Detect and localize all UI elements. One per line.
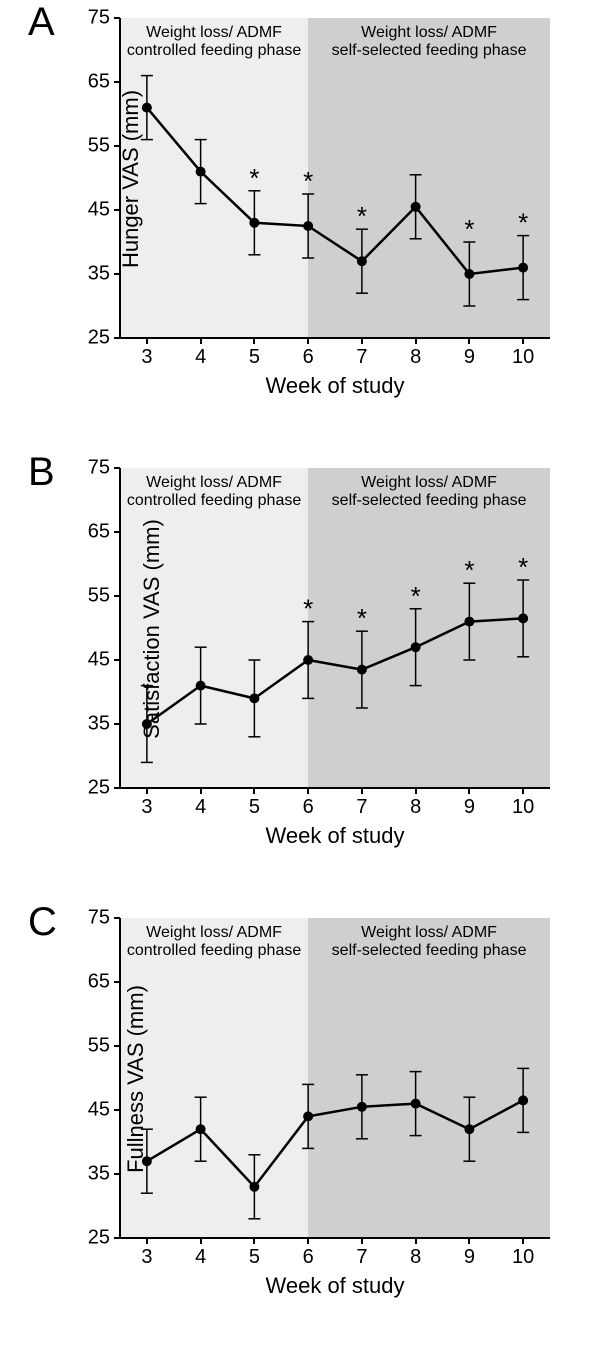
- ytick-label: 35: [70, 263, 120, 286]
- xtick-label: 6: [303, 788, 314, 819]
- ytick-label: 35: [70, 1163, 120, 1186]
- xtick-label: 5: [249, 788, 260, 819]
- data-series: * * * * *: [120, 18, 550, 338]
- significance-asterisk: *: [357, 201, 367, 231]
- xtick-label: 6: [303, 1238, 314, 1269]
- data-marker: [249, 1182, 259, 1192]
- data-marker: [303, 655, 313, 665]
- series-line: [147, 1100, 523, 1186]
- ytick-label: 55: [70, 585, 120, 608]
- data-series: [120, 918, 550, 1238]
- significance-asterisk: *: [303, 594, 313, 624]
- xtick-label: 5: [249, 338, 260, 369]
- data-series: * * * * *: [120, 468, 550, 788]
- data-marker: [196, 1124, 206, 1134]
- data-marker: [357, 1102, 367, 1112]
- plot-area: Weight loss/ ADMFcontrolled feeding phas…: [120, 468, 550, 788]
- panel-letter: A: [28, 0, 55, 45]
- data-marker: [142, 1156, 152, 1166]
- xtick-label: 9: [464, 338, 475, 369]
- ytick-label: 25: [70, 327, 120, 350]
- ytick-label: 75: [70, 907, 120, 930]
- data-marker: [411, 202, 421, 212]
- xtick-label: 8: [410, 338, 421, 369]
- data-marker: [303, 1111, 313, 1121]
- significance-asterisk: *: [518, 552, 528, 582]
- data-marker: [411, 1099, 421, 1109]
- ytick-label: 55: [70, 135, 120, 158]
- data-marker: [518, 613, 528, 623]
- data-marker: [196, 167, 206, 177]
- ytick-label: 75: [70, 7, 120, 30]
- series-line: [147, 108, 523, 274]
- xtick-label: 8: [410, 788, 421, 819]
- data-marker: [196, 681, 206, 691]
- significance-asterisk: *: [464, 555, 474, 585]
- xtick-label: 9: [464, 1238, 475, 1269]
- data-marker: [142, 719, 152, 729]
- significance-asterisk: *: [357, 603, 367, 633]
- xtick-label: 7: [356, 788, 367, 819]
- ytick-label: 45: [70, 199, 120, 222]
- xtick-label: 4: [195, 788, 206, 819]
- xtick-label: 6: [303, 338, 314, 369]
- xtick-label: 10: [512, 338, 534, 369]
- ytick-label: 45: [70, 649, 120, 672]
- significance-asterisk: *: [518, 208, 528, 238]
- xtick-label: 7: [356, 1238, 367, 1269]
- ytick-label: 65: [70, 521, 120, 544]
- plot-area: Weight loss/ ADMFcontrolled feeding phas…: [120, 918, 550, 1238]
- xtick-label: 3: [141, 788, 152, 819]
- xtick-label: 3: [141, 1238, 152, 1269]
- xtick-label: 4: [195, 338, 206, 369]
- ytick-label: 55: [70, 1035, 120, 1058]
- ytick-label: 35: [70, 713, 120, 736]
- ytick-label: 65: [70, 71, 120, 94]
- xtick-label: 10: [512, 788, 534, 819]
- ytick-label: 25: [70, 777, 120, 800]
- panel-C: C Weight loss/ ADMFcontrolled feeding pha…: [0, 900, 600, 1350]
- plot-area: Weight loss/ ADMFcontrolled feeding phas…: [120, 18, 550, 338]
- ytick-label: 25: [70, 1227, 120, 1250]
- significance-asterisk: *: [303, 166, 313, 196]
- data-marker: [142, 103, 152, 113]
- xtick-label: 7: [356, 338, 367, 369]
- xtick-label: 4: [195, 1238, 206, 1269]
- xtick-label: 3: [141, 338, 152, 369]
- data-marker: [357, 256, 367, 266]
- panel-letter: C: [28, 900, 57, 945]
- panel-B: B Weight loss/ ADMFcontrolled feeding pha…: [0, 450, 600, 900]
- series-line: [147, 618, 523, 724]
- panel-letter: B: [28, 450, 55, 495]
- xtick-label: 9: [464, 788, 475, 819]
- x-axis-label: Week of study: [266, 1273, 405, 1299]
- ytick-label: 75: [70, 457, 120, 480]
- xtick-label: 10: [512, 1238, 534, 1269]
- data-marker: [411, 642, 421, 652]
- data-marker: [357, 665, 367, 675]
- data-marker: [518, 263, 528, 273]
- ytick-label: 65: [70, 971, 120, 994]
- xtick-label: 8: [410, 1238, 421, 1269]
- data-marker: [464, 269, 474, 279]
- ytick-label: 45: [70, 1099, 120, 1122]
- significance-asterisk: *: [411, 581, 421, 611]
- data-marker: [464, 1124, 474, 1134]
- x-axis-label: Week of study: [266, 373, 405, 399]
- panel-A: A Weight loss/ ADMFcontrolled feeding pha…: [0, 0, 600, 450]
- data-marker: [249, 693, 259, 703]
- data-marker: [249, 218, 259, 228]
- data-marker: [303, 221, 313, 231]
- significance-asterisk: *: [464, 214, 474, 244]
- significance-asterisk: *: [249, 163, 259, 193]
- data-marker: [518, 1095, 528, 1105]
- xtick-label: 5: [249, 1238, 260, 1269]
- x-axis-label: Week of study: [266, 823, 405, 849]
- figure-root: A Weight loss/ ADMFcontrolled feeding pha…: [0, 0, 600, 1350]
- data-marker: [464, 617, 474, 627]
